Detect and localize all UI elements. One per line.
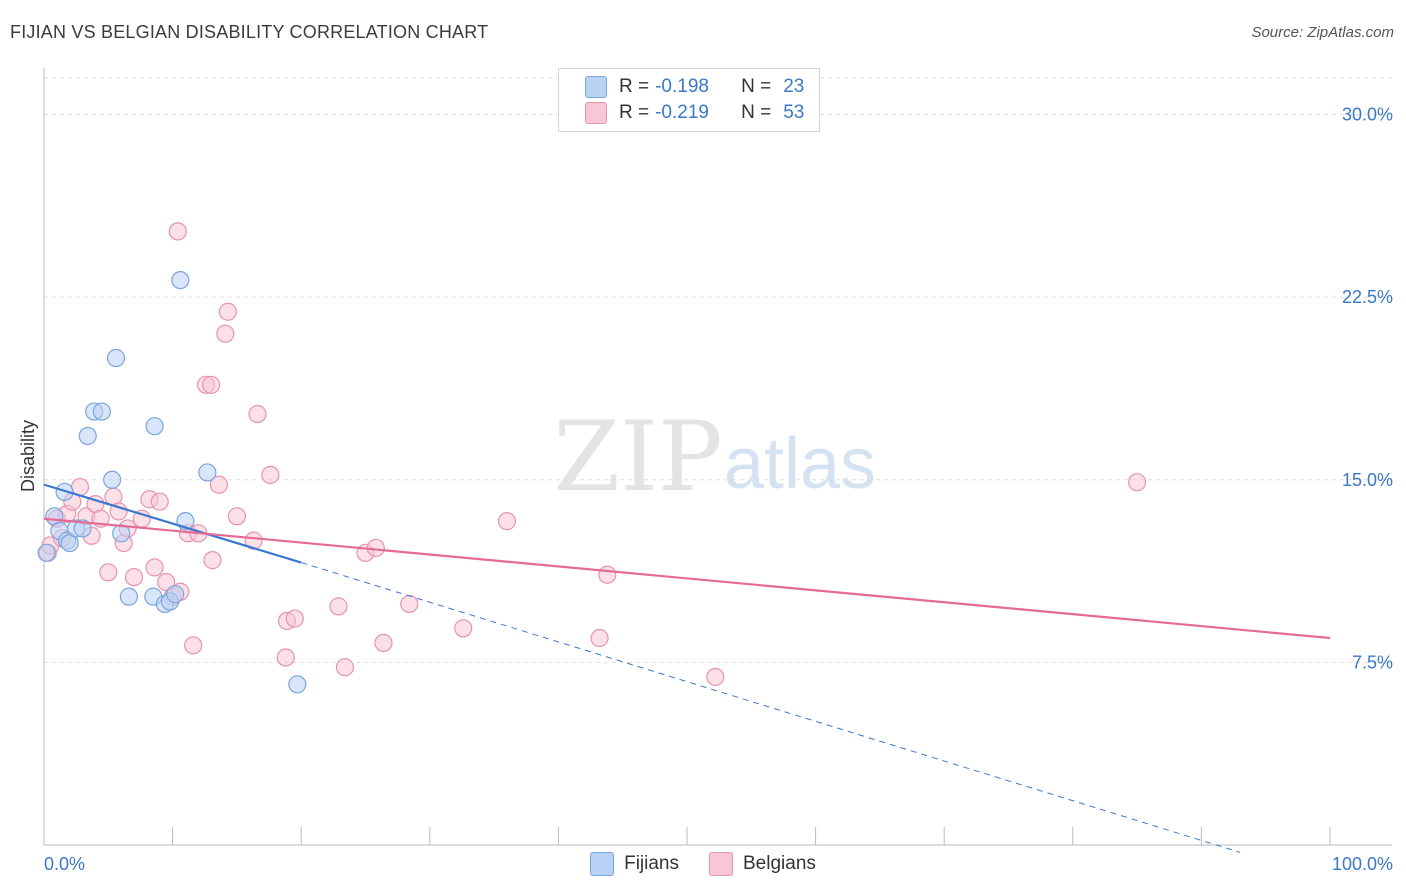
y-tick-label: 22.5% [1342, 287, 1393, 307]
fijian-point [92, 402, 111, 421]
x-tick-label: 0.0% [44, 854, 85, 874]
r-label: R = [619, 76, 650, 97]
r-value: -0.198 [655, 76, 709, 97]
fijians-trendline-extension [301, 562, 1241, 853]
belgian-point [109, 502, 128, 521]
fijian-point [198, 463, 217, 482]
belgian-point [400, 594, 419, 614]
x-tick-label: 100.0% [1332, 854, 1393, 874]
fijian-point [73, 519, 92, 538]
belgian-point [590, 628, 609, 648]
fijian-point [145, 417, 164, 436]
fijian-point [78, 426, 97, 446]
belgian-point [124, 568, 144, 587]
belgians-legend-swatch-icon [709, 852, 733, 876]
r-value: -0.219 [655, 102, 709, 123]
belgian-point [285, 609, 304, 628]
n-value: 23 [783, 76, 805, 97]
chart-title: FIJIAN VS BELGIAN DISABILITY CORRELATION… [10, 22, 489, 42]
belgian-point [203, 551, 222, 570]
belgian-point [1127, 473, 1147, 492]
watermark-zip: ZIP [553, 401, 722, 513]
belgian-point [276, 648, 295, 667]
fijian-point [103, 470, 122, 489]
watermark-atlas: atlas [724, 424, 876, 504]
y-axis-label: Disability [18, 420, 38, 492]
stats-row-fijians: R = -0.198 N = 23 [585, 75, 804, 99]
fijian-point [171, 270, 190, 290]
belgian-point [454, 619, 473, 638]
legend-label-fijians: Fijians [624, 853, 679, 874]
belgian-point [202, 375, 221, 394]
fijian-point [166, 585, 185, 604]
series-legend: Fijians Belgians [0, 852, 1406, 876]
n-value: 53 [783, 102, 805, 123]
legend-item-belgians[interactable]: Belgians [709, 852, 816, 876]
fijian-point [37, 543, 56, 562]
fijians-legend-swatch-icon [590, 852, 615, 876]
belgian-point [168, 222, 187, 241]
belgian-point [335, 658, 355, 677]
belgian-point [227, 507, 246, 526]
belgian-point [261, 465, 280, 484]
belgian-point [374, 633, 393, 653]
belgian-point [329, 597, 348, 616]
y-tick-label: 30.0% [1342, 105, 1393, 125]
source-label: Source: ZipAtlas.com [1251, 24, 1394, 41]
belgian-point [218, 302, 237, 321]
belgian-point [150, 492, 169, 511]
r-label: R = [619, 102, 650, 123]
legend-label-belgians: Belgians [743, 853, 816, 874]
belgian-point [145, 558, 164, 577]
fijians-trendline [43, 483, 302, 564]
stats-row-belgians: R = -0.219 N = 53 [585, 101, 804, 125]
belgian-point [706, 667, 725, 687]
belgian-point [99, 563, 118, 582]
belgian-point [497, 512, 517, 531]
fijian-point [288, 675, 307, 694]
y-tick-label: 15.0% [1342, 470, 1393, 490]
belgian-point [209, 475, 228, 494]
stats-legend: R = -0.198 N = 23 R = -0.219 N = 53 [558, 68, 820, 132]
belgian-point [216, 324, 235, 343]
y-tick-label: 7.5% [1352, 652, 1393, 672]
n-label: N = [741, 76, 772, 97]
belgian-point [184, 636, 203, 655]
belgian-point [248, 404, 267, 424]
fijian-point [119, 587, 138, 606]
belgians-trendline [43, 517, 1331, 640]
legend-item-fijians[interactable]: Fijians [590, 852, 679, 876]
belgians-swatch-icon [585, 102, 607, 124]
belgian-point [598, 565, 617, 584]
fijian-point [106, 348, 126, 368]
n-label: N = [741, 102, 772, 123]
fijians-swatch-icon [585, 76, 607, 98]
